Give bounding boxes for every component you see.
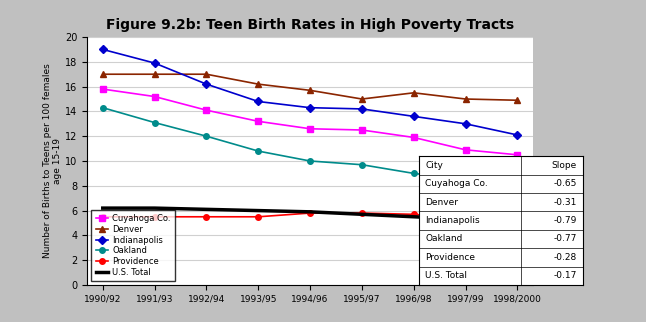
Cuyahoga Co. [151,95,158,99]
U.S. Total [306,210,314,214]
Oakland [203,134,211,138]
Text: Oakland: Oakland [425,234,463,243]
Indianapolis [255,99,262,103]
Y-axis label: Number of Births to Teens per 100 females
age 15-19: Number of Births to Teens per 100 female… [43,64,62,258]
Denver [306,89,314,92]
Oakland [358,163,366,167]
Oakland [462,178,470,182]
Oakland [306,159,314,163]
Line: Providence: Providence [100,210,520,226]
Text: -0.28: -0.28 [554,253,577,262]
Indianapolis [306,106,314,109]
Text: -0.31: -0.31 [554,198,577,207]
Providence [151,215,158,219]
Indianapolis [410,114,417,118]
Providence [99,215,107,219]
Text: Slope: Slope [552,161,577,170]
Text: Cuyahoga Co.: Cuyahoga Co. [425,179,488,188]
Denver [255,82,262,86]
U.S. Total [255,209,262,213]
Denver [462,97,470,101]
Oakland [514,185,521,189]
Line: Denver: Denver [100,71,520,103]
Cuyahoga Co. [99,87,107,91]
Providence [358,211,366,215]
Indianapolis [151,61,158,65]
Cuyahoga Co. [514,153,521,157]
Providence [306,211,314,215]
Providence [410,213,417,216]
Text: -0.17: -0.17 [554,271,577,280]
Text: -0.65: -0.65 [554,179,577,188]
Oakland [99,106,107,109]
Oakland [410,171,417,175]
Legend: Cuyahoga Co., Denver, Indianapolis, Oakland, Providence, U.S. Total: Cuyahoga Co., Denver, Indianapolis, Oakl… [91,210,175,281]
Line: Indianapolis: Indianapolis [100,47,520,138]
Text: Providence: Providence [425,253,475,262]
Cuyahoga Co. [203,108,211,112]
Oakland [255,149,262,153]
Text: City: City [425,161,443,170]
U.S. Total [203,207,211,211]
Denver [99,72,107,76]
Title: Figure 9.2b: Teen Birth Rates in High Poverty Tracts: Figure 9.2b: Teen Birth Rates in High Po… [106,18,514,32]
Text: Denver: Denver [425,198,458,207]
U.S. Total [462,217,470,221]
U.S. Total [99,206,107,210]
Indianapolis [99,47,107,51]
Cuyahoga Co. [306,127,314,131]
Cuyahoga Co. [462,148,470,152]
Text: -0.77: -0.77 [554,234,577,243]
Text: U.S. Total: U.S. Total [425,271,467,280]
Line: Oakland: Oakland [100,105,520,190]
Cuyahoga Co. [255,119,262,123]
U.S. Total [410,215,417,219]
Cuyahoga Co. [410,136,417,139]
Cuyahoga Co. [358,128,366,132]
Providence [255,215,262,219]
Line: U.S. Total: U.S. Total [103,208,517,223]
Indianapolis [203,82,211,86]
Denver [203,72,211,76]
Providence [462,217,470,221]
Denver [514,98,521,102]
Oakland [151,121,158,125]
Indianapolis [358,107,366,111]
U.S. Total [358,213,366,216]
Providence [514,221,521,225]
Indianapolis [514,133,521,137]
Denver [410,91,417,95]
Indianapolis [462,122,470,126]
Providence [203,215,211,219]
Denver [151,72,158,76]
Denver [358,97,366,101]
Text: -0.79: -0.79 [554,216,577,225]
U.S. Total [151,206,158,210]
Text: Indianapolis: Indianapolis [425,216,480,225]
U.S. Total [514,221,521,225]
Line: Cuyahoga Co.: Cuyahoga Co. [100,86,520,157]
